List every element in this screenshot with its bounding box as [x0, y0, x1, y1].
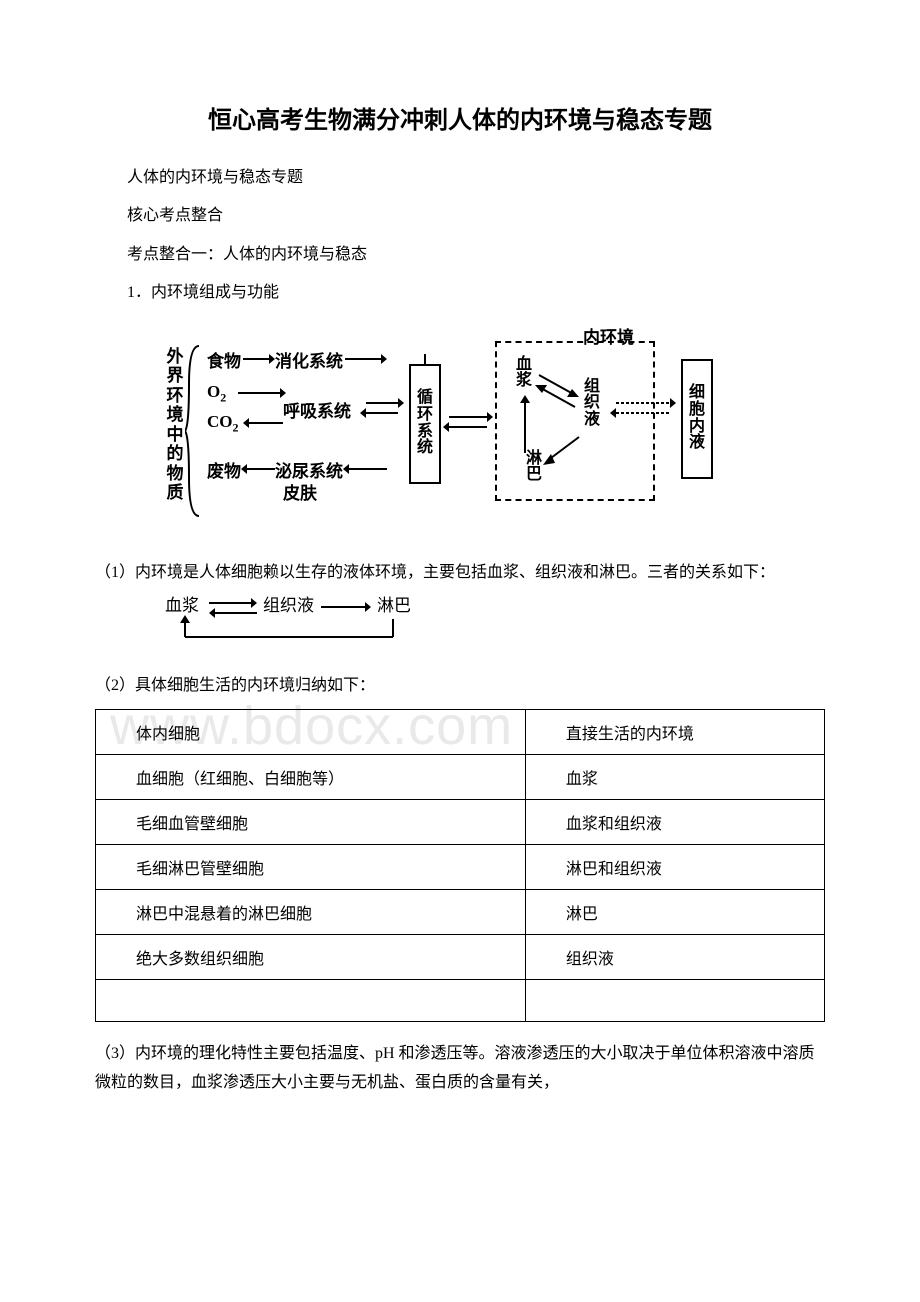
table-cell [525, 980, 824, 1022]
table-cell: 淋巴 [525, 890, 824, 935]
table-row: 淋巴中混悬着的淋巴细胞淋巴 [96, 890, 825, 935]
paragraph-2: （2）具体细胞生活的内环境归纳如下： [95, 672, 825, 701]
lymph-text: 淋巴 [377, 596, 411, 615]
table-header-cell: 直接生活的内环境 [525, 710, 824, 755]
table-header-cell: 体内细胞 [96, 710, 526, 755]
table-cell: 淋巴中混悬着的淋巴细胞 [96, 890, 526, 935]
table-cell: 血浆和组织液 [525, 800, 824, 845]
skin-label: 皮肤 [283, 479, 317, 504]
arrow-right-icon [343, 352, 387, 366]
plasma-text: 血浆 [165, 596, 199, 615]
co2-label: CO2 [207, 412, 239, 435]
waste-label: 废物 [207, 457, 241, 482]
table-cell: 毛细淋巴管壁细胞 [96, 845, 526, 890]
paragraph-1: （1）内环境是人体细胞赖以生存的液体环境，主要包括血浆、组织液和淋巴。三者的关系… [95, 559, 825, 588]
table-cell: 绝大多数组织细胞 [96, 935, 526, 980]
double-arrow-icon [610, 397, 676, 419]
table-row: 血细胞（红细胞、白细胞等）血浆 [96, 755, 825, 800]
table-cell: 血细胞（红细胞、白细胞等） [96, 755, 526, 800]
diagram-relationship: 血浆 组织液 淋巴 [155, 593, 825, 654]
o2-label: O2 [207, 382, 226, 405]
arrow-right-icon [236, 386, 286, 400]
table-row: 毛细血管壁细胞血浆和组织液 [96, 800, 825, 845]
double-arrow-icon [360, 397, 404, 419]
table-row [96, 980, 825, 1022]
table-row: 毛细淋巴管壁细胞淋巴和组织液 [96, 845, 825, 890]
external-env-label: 外界环境中的物质 [165, 347, 185, 503]
section-heading-2: 考点整合一：人体的内环境与稳态 [95, 240, 825, 270]
table-cell [96, 980, 526, 1022]
arrow-left-icon [241, 462, 275, 476]
table-row: 体内细胞 直接生活的内环境 [96, 710, 825, 755]
cell-fluid-label: 细胞内液 [688, 385, 706, 452]
table-cell: 血浆 [525, 755, 824, 800]
section-heading-3: 1．内环境组成与功能 [95, 278, 825, 308]
page-title: 恒心高考生物满分冲刺人体的内环境与稳态专题 [95, 100, 825, 135]
subtitle-line: 人体的内环境与稳态专题 [95, 163, 825, 193]
table-cell: 毛细血管壁细胞 [96, 800, 526, 845]
section-heading-1: 核心考点整合 [95, 201, 825, 231]
respiratory-system-label: 呼吸系统 [283, 397, 351, 422]
diagram-internal-environment: 外界环境中的物质 食物 消化系统 O2 呼吸系统 CO2 [165, 329, 765, 539]
arrow-left-icon [243, 416, 283, 430]
connector-line [423, 354, 427, 366]
food-label: 食物 [207, 347, 241, 372]
paragraph-3: （3）内环境的理化特性主要包括温度、pH 和渗透压等。溶液渗透压的大小取决于单位… [95, 1040, 825, 1098]
table-cell: 淋巴和组织液 [525, 845, 824, 890]
internal-arrows [495, 341, 655, 501]
arrow-left-icon [343, 462, 387, 476]
arrow-right-icon [241, 352, 275, 366]
cell-environment-table: 体内细胞 直接生活的内环境 血细胞（红细胞、白细胞等）血浆 毛细血管壁细胞血浆和… [95, 709, 825, 1022]
table-cell: 组织液 [525, 935, 824, 980]
circulatory-system-label: 循环系统 [416, 390, 434, 457]
double-arrow-icon [443, 411, 493, 433]
brace-icon [185, 344, 205, 519]
tissue-text: 组织液 [263, 596, 314, 615]
table-row: 绝大多数组织细胞组织液 [96, 935, 825, 980]
digestive-system-label: 消化系统 [275, 347, 343, 372]
